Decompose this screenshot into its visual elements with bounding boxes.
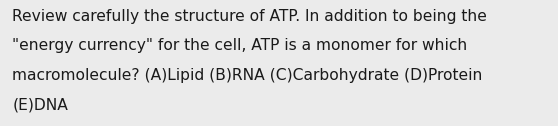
Text: (E)DNA: (E)DNA — [12, 98, 68, 113]
Text: macromolecule? (A)Lipid (B)RNA (C)Carbohydrate (D)Protein: macromolecule? (A)Lipid (B)RNA (C)Carboh… — [12, 68, 483, 83]
Text: "energy currency" for the cell, ATP is a monomer for which: "energy currency" for the cell, ATP is a… — [12, 38, 468, 53]
Text: Review carefully the structure of ATP. In addition to being the: Review carefully the structure of ATP. I… — [12, 9, 487, 24]
